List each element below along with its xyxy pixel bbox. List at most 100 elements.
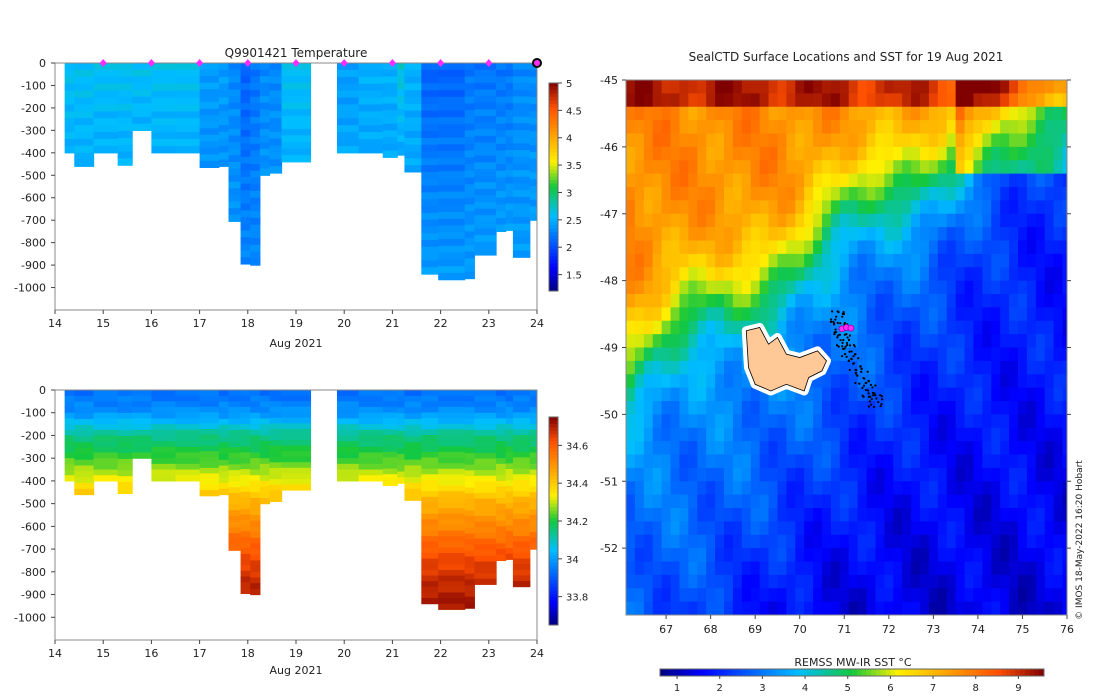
salinity-cell: [512, 507, 531, 515]
temperature-cell: [250, 89, 261, 98]
colorbar-segment: [549, 239, 558, 243]
salinity-cell: [151, 424, 177, 431]
sst-cell: [875, 106, 885, 121]
sst-cell: [875, 267, 885, 282]
sst-cell: [777, 427, 787, 442]
temperature-cell: [404, 110, 422, 119]
temperature-cell: [421, 151, 439, 159]
salinity-cell: [74, 442, 95, 449]
sst-cell: [937, 120, 948, 134]
salinity-cell: [512, 485, 531, 492]
sst-cell: [839, 280, 850, 295]
temperature-cell: [240, 103, 251, 111]
salinity-cell: [199, 456, 220, 463]
temperature-cell: [438, 69, 466, 78]
sst-cell: [830, 481, 841, 496]
sst-cell: [795, 173, 805, 188]
sst-cell: [928, 441, 939, 455]
temperature-cell: [175, 145, 201, 154]
sst-cell: [937, 160, 948, 175]
salinity-cell: [250, 537, 261, 545]
sst-cell: [688, 227, 698, 241]
sst-cell: [937, 307, 948, 322]
sst-cell: [822, 294, 832, 308]
colorbar-tick-label: 5: [566, 79, 572, 90]
salinity-cell: [512, 575, 531, 582]
salinity-cell: [64, 395, 75, 402]
sst-cell: [1026, 200, 1037, 215]
salinity-cell: [512, 513, 531, 520]
salinity-cell: [397, 395, 406, 403]
salinity-cell: [250, 543, 261, 550]
salinity-cell: [421, 406, 439, 414]
temperature-cell: [464, 69, 475, 78]
sst-cell: [706, 467, 716, 482]
sst-cell: [813, 494, 823, 509]
sst-cell: [911, 387, 921, 402]
sst-cell: [626, 120, 636, 134]
colorbar-segment: [549, 280, 558, 285]
seal-track-point: [848, 350, 851, 353]
seal-track-point: [864, 388, 868, 392]
sst-cell: [634, 173, 645, 188]
salinity-cell: [421, 463, 439, 470]
temperature-cell: [175, 118, 201, 126]
x-tick-label: 21: [385, 317, 399, 330]
colorbar-segment: [549, 503, 558, 508]
sst-cell: [822, 227, 832, 241]
sst-cell: [732, 561, 743, 576]
salinity-cell: [464, 470, 475, 477]
sst-cell: [1009, 467, 1019, 482]
sst-cell: [777, 213, 787, 228]
sst-colorbar-segment: [708, 669, 714, 676]
sst-cell: [1000, 133, 1010, 148]
sst-cell: [902, 80, 912, 94]
sst-cell: [679, 494, 689, 509]
temperature-cell: [421, 97, 439, 105]
salinity-cell: [529, 395, 537, 402]
colorbar-segment: [549, 579, 558, 584]
sst-cell: [866, 120, 876, 134]
y-tick-label: 0: [39, 57, 46, 70]
sst-cell: [777, 307, 787, 322]
temperature-cell: [464, 258, 475, 266]
salinity-cell: [512, 536, 531, 543]
sst-cell: [661, 534, 672, 549]
sst-cell: [1018, 173, 1028, 188]
surface-marker: [147, 59, 155, 67]
sst-cell: [661, 441, 672, 455]
sst-cell: [643, 320, 654, 335]
sst-cell: [661, 360, 672, 375]
temperature-cell: [438, 96, 466, 105]
salinity-cell: [240, 565, 251, 572]
colorbar-segment: [549, 524, 558, 529]
temperature-cell: [464, 177, 475, 185]
sst-cell: [982, 508, 992, 522]
salinity-cell: [281, 467, 312, 474]
salinity-cell: [175, 418, 201, 425]
colorbar-segment: [549, 600, 558, 605]
sst-cell: [626, 280, 636, 295]
sst-cell: [688, 454, 698, 469]
salinity-cell: [421, 479, 439, 487]
salinity-cell: [438, 564, 466, 571]
sst-cell: [741, 467, 752, 482]
sst-cell: [795, 227, 805, 241]
sst-cell: [643, 574, 654, 589]
temperature-cell: [250, 116, 261, 125]
sst-cell: [706, 347, 716, 362]
surface-location-marker: [847, 324, 855, 332]
sst-cell: [893, 588, 903, 603]
sst-cell: [937, 200, 948, 215]
sst-cell: [911, 427, 921, 442]
temperature-cell: [240, 109, 251, 118]
sst-cell: [982, 441, 992, 455]
sst-cell: [875, 133, 885, 148]
sst-cell: [839, 494, 850, 509]
temperature-cell: [474, 82, 497, 91]
sst-cell: [697, 227, 707, 241]
sst-cell: [848, 133, 859, 148]
sst-cell: [634, 307, 645, 322]
salinity-cell: [421, 401, 439, 408]
